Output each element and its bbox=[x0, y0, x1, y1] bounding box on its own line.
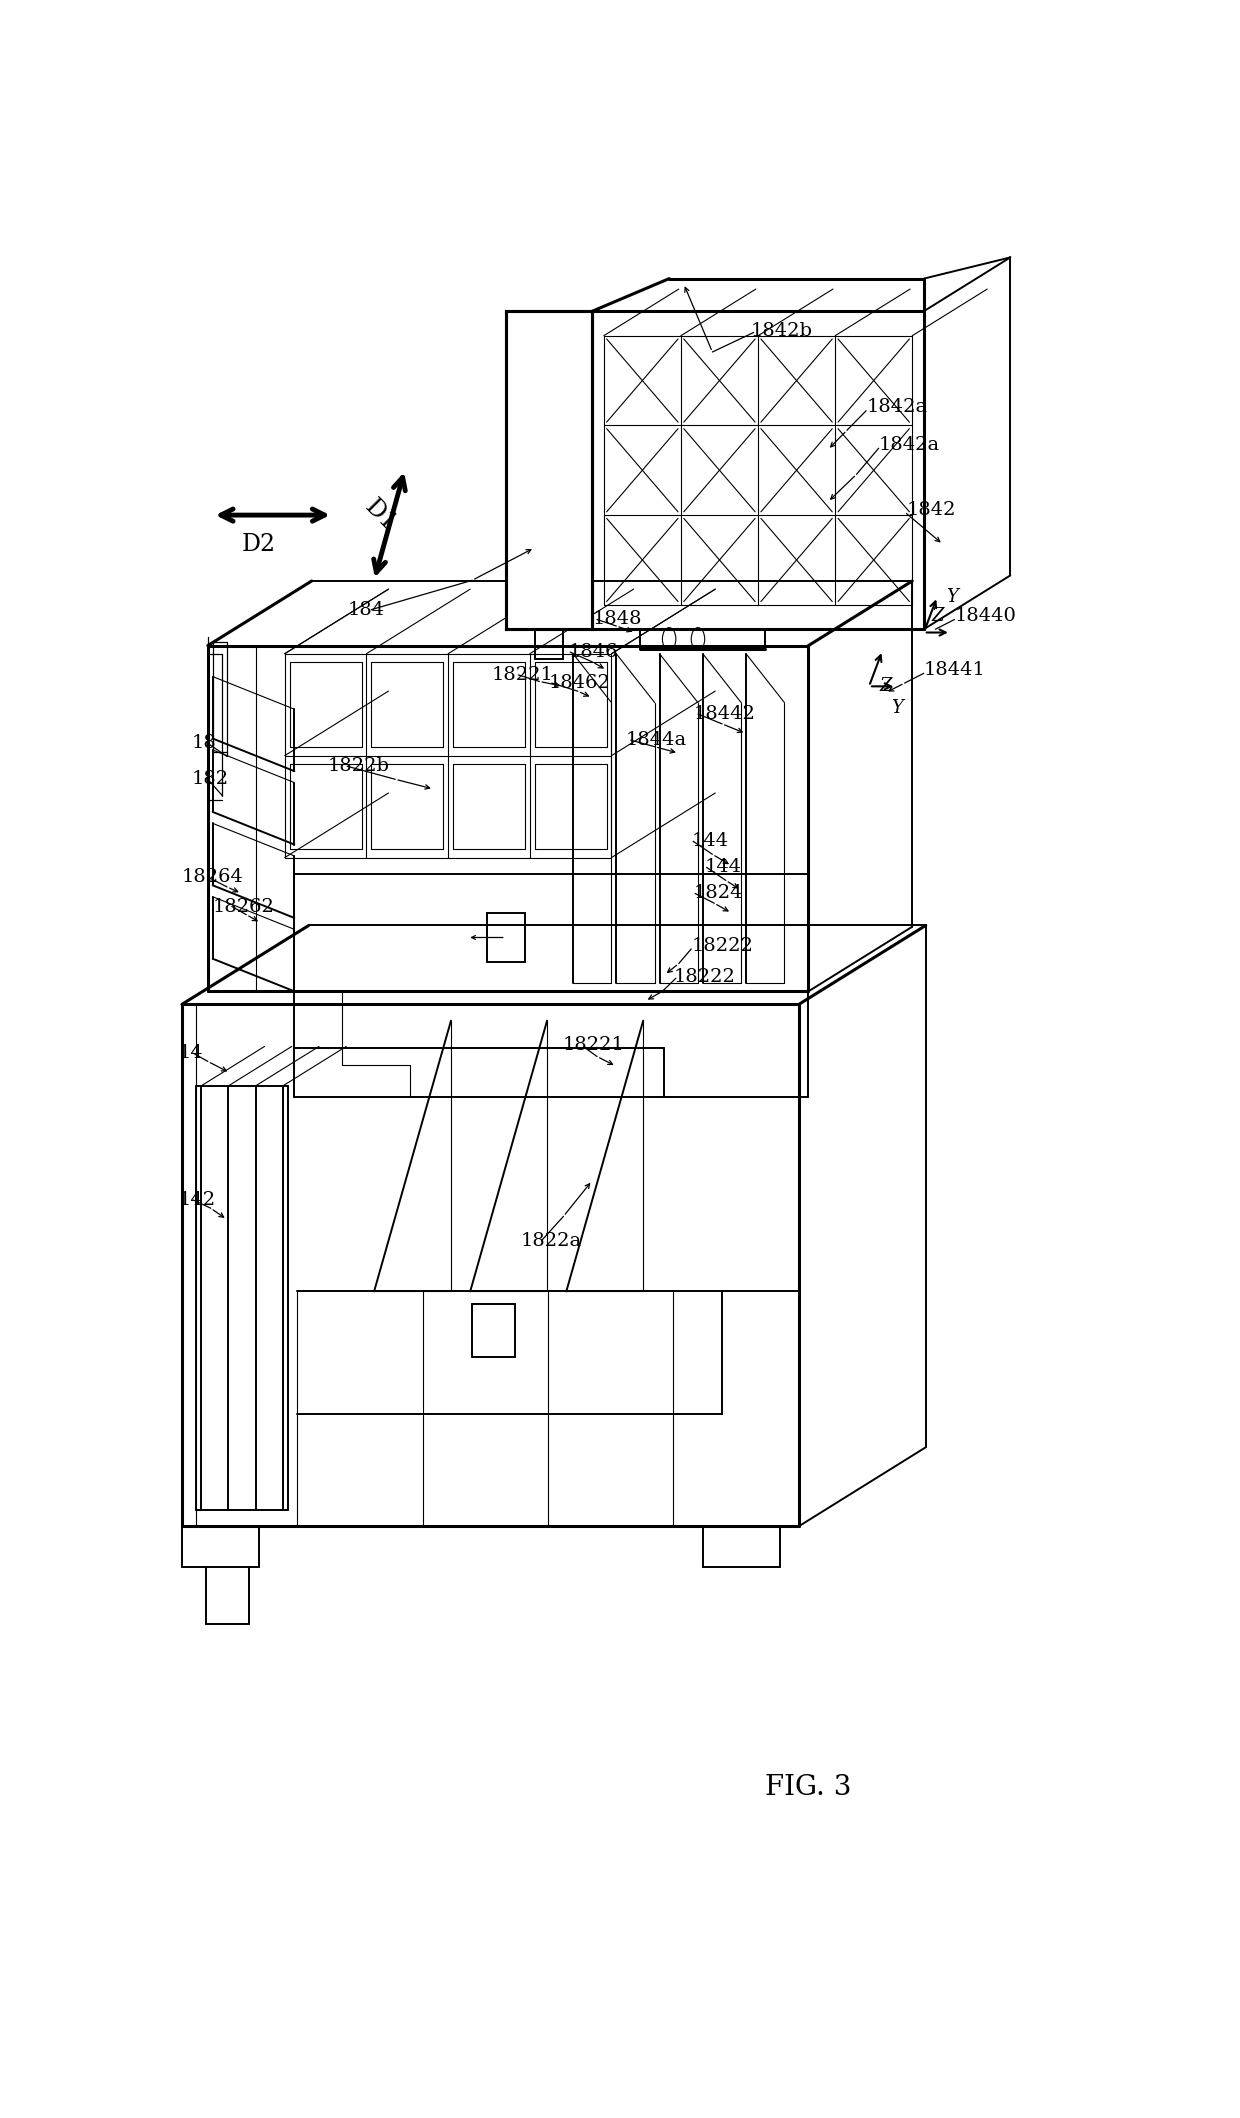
Text: 1846: 1846 bbox=[568, 644, 618, 661]
Text: 142: 142 bbox=[179, 1190, 216, 1209]
Text: 18440: 18440 bbox=[955, 608, 1017, 625]
Text: Y: Y bbox=[892, 699, 903, 716]
Text: D1: D1 bbox=[360, 496, 401, 536]
Text: 1824: 1824 bbox=[693, 885, 743, 902]
Text: 184: 184 bbox=[347, 602, 384, 618]
Text: 18441: 18441 bbox=[924, 661, 986, 680]
Text: 182: 182 bbox=[191, 771, 228, 788]
Text: 1844a: 1844a bbox=[626, 731, 687, 750]
Text: 1822b: 1822b bbox=[327, 758, 389, 775]
Text: 1842a: 1842a bbox=[866, 398, 928, 417]
Text: 18: 18 bbox=[191, 735, 216, 752]
Text: 1842: 1842 bbox=[906, 502, 956, 519]
Text: FIG. 3: FIG. 3 bbox=[765, 1773, 852, 1800]
Polygon shape bbox=[506, 311, 593, 629]
Text: Z: Z bbox=[879, 678, 892, 695]
Text: 144: 144 bbox=[691, 832, 728, 849]
Text: 18221: 18221 bbox=[563, 1036, 624, 1055]
Text: 1822a: 1822a bbox=[521, 1233, 582, 1250]
Text: 1842b: 1842b bbox=[751, 322, 813, 339]
Text: 18442: 18442 bbox=[693, 705, 755, 722]
Text: 1848: 1848 bbox=[593, 610, 642, 629]
Text: 18262: 18262 bbox=[213, 898, 274, 915]
Text: Z: Z bbox=[931, 608, 944, 625]
Text: Y: Y bbox=[946, 587, 957, 606]
Text: 18222: 18222 bbox=[691, 936, 753, 955]
Text: 14: 14 bbox=[179, 1044, 203, 1063]
Text: 18221: 18221 bbox=[491, 665, 553, 684]
Text: 18222: 18222 bbox=[675, 968, 735, 985]
Text: 144: 144 bbox=[704, 858, 742, 877]
Text: 18462: 18462 bbox=[549, 674, 611, 693]
Text: 1842a: 1842a bbox=[879, 436, 940, 453]
Text: 18264: 18264 bbox=[182, 868, 244, 885]
Text: D2: D2 bbox=[242, 534, 275, 555]
